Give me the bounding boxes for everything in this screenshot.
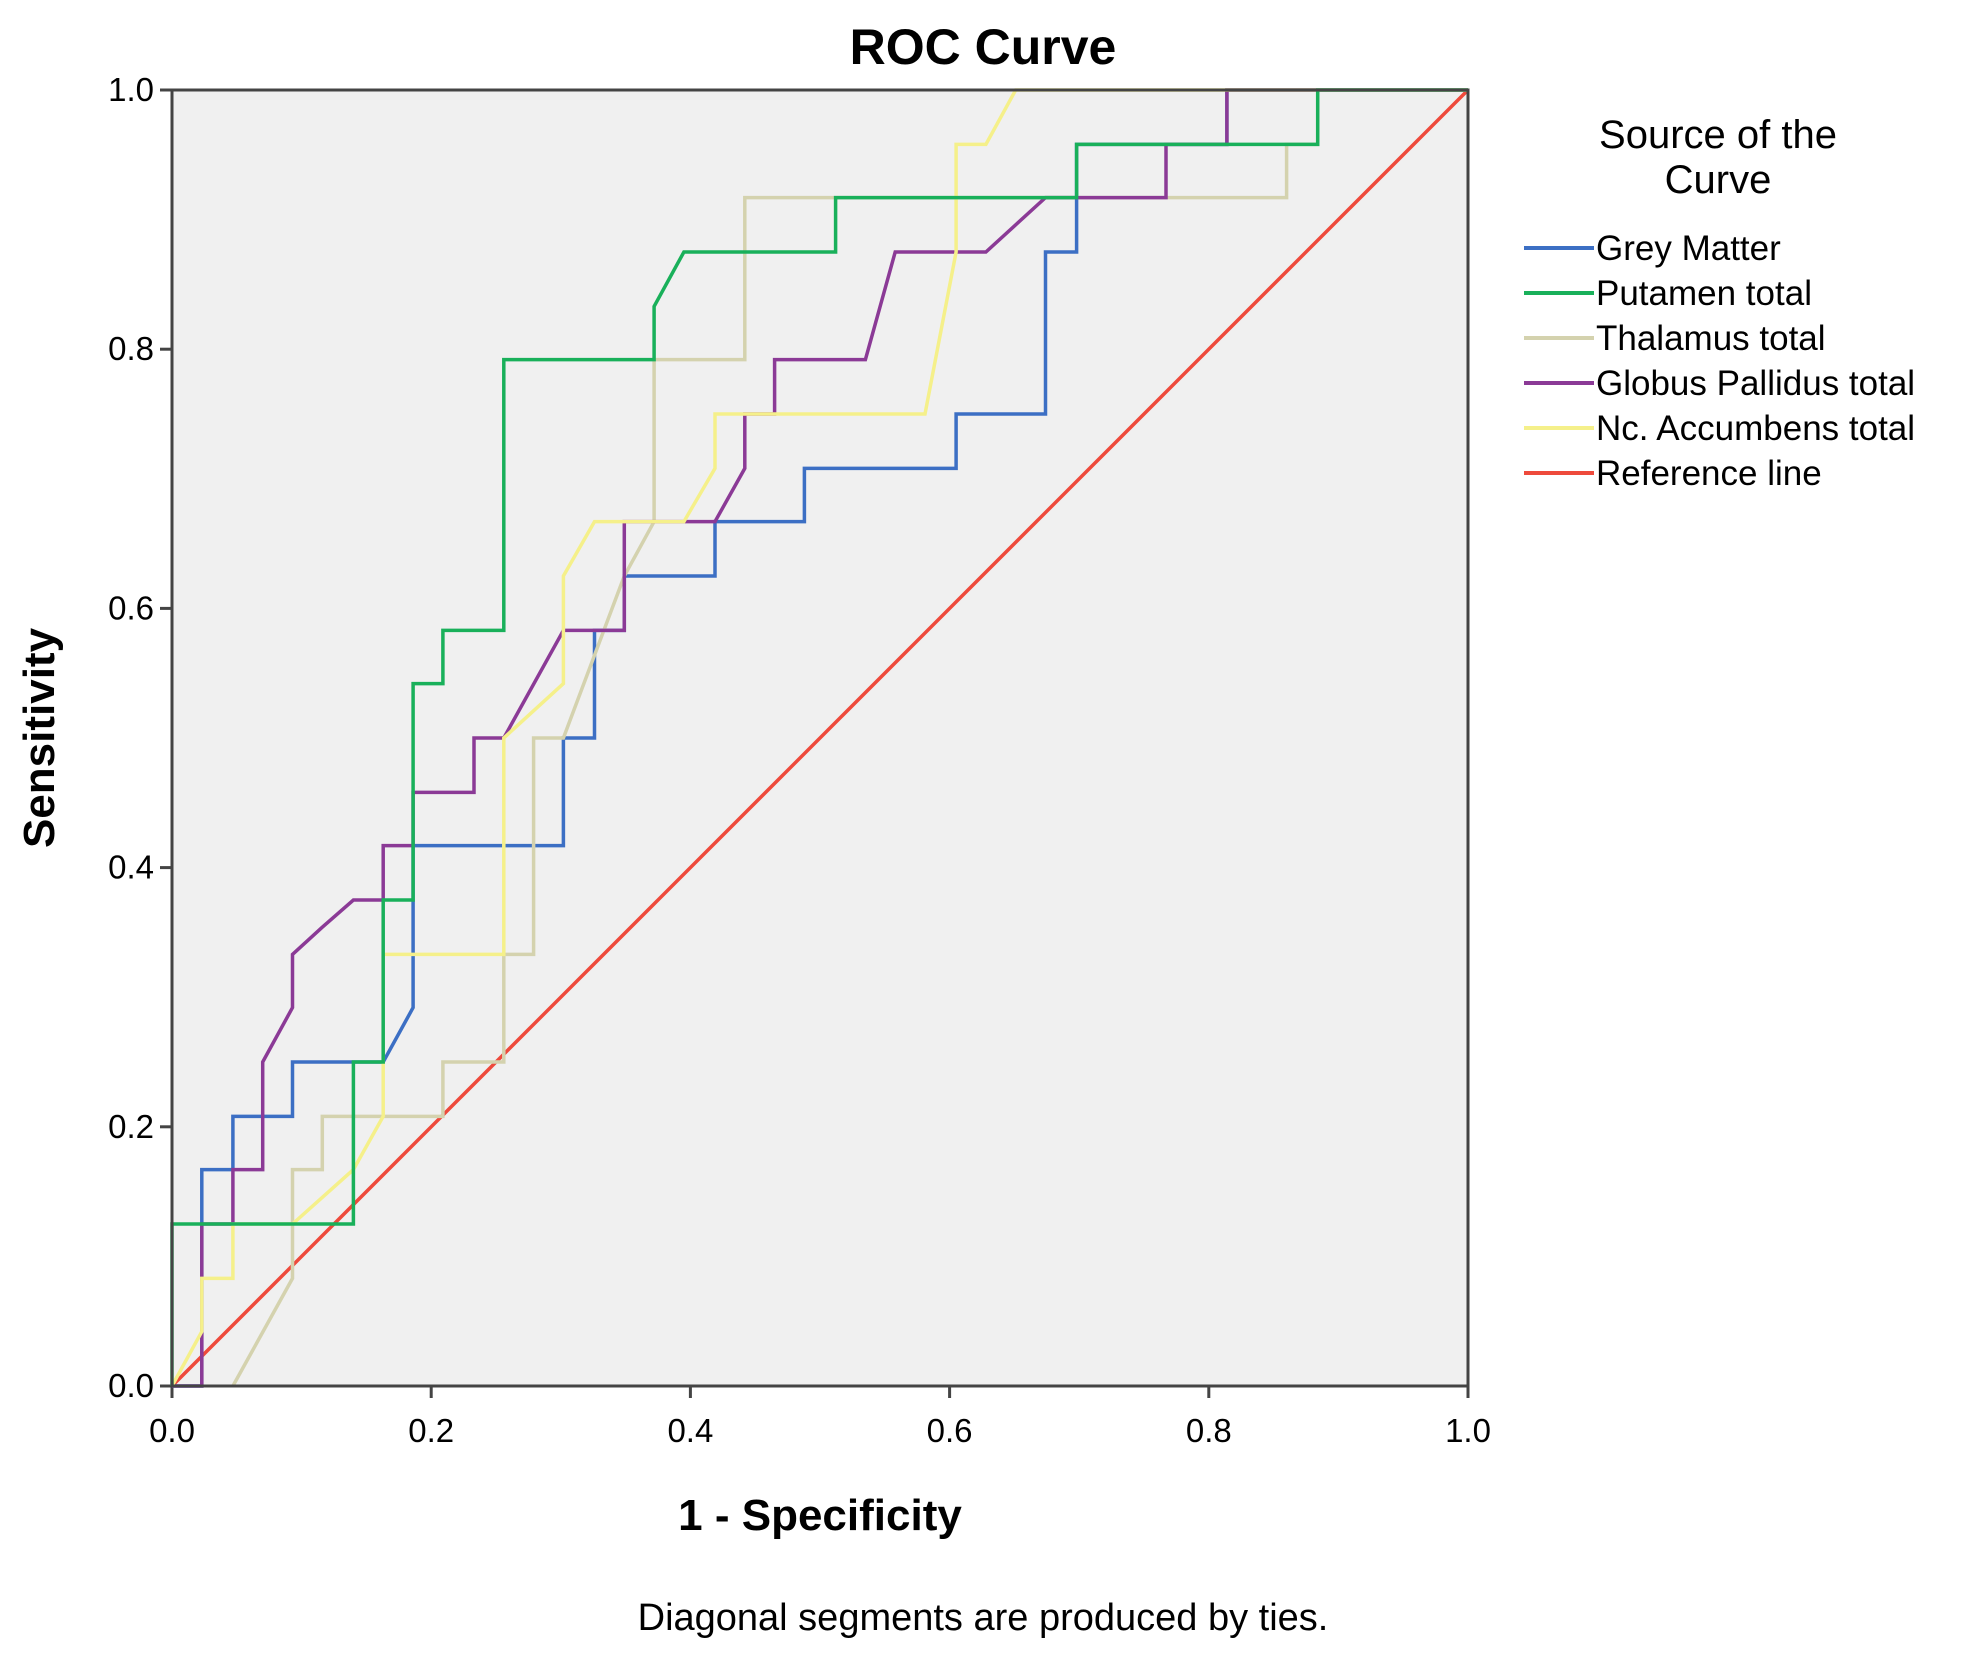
legend: Source of the Curve Grey Matter Putamen t…	[1524, 113, 1915, 493]
y-tick-label: 0.6	[108, 589, 154, 626]
footnote: Diagonal segments are produced by ties.	[638, 1597, 1329, 1639]
y-tick-label: 0.4	[108, 849, 154, 886]
legend-label-nc-accumbens-total: Nc. Accumbens total	[1596, 409, 1915, 448]
legend-label-reference-line: Reference line	[1596, 454, 1822, 493]
legend-label-globus-pallidus-total: Globus Pallidus total	[1596, 364, 1915, 403]
x-tick-label: 0.2	[408, 1412, 454, 1449]
chart-title: ROC Curve	[850, 19, 1117, 75]
x-tick-label: 0.4	[667, 1412, 713, 1449]
plot-border	[170, 88, 1470, 1388]
legend-title-line-2: Curve	[1665, 158, 1772, 202]
series-line-thalamus-total	[231, 88, 1468, 1387]
x-tick-label: 0.8	[1186, 1412, 1232, 1449]
x-tick-label: 0.0	[149, 1412, 195, 1449]
series-line-reference-line	[170, 88, 1470, 1388]
legend-label-grey-matter: Grey Matter	[1596, 229, 1781, 268]
legend-label-putamen-total: Putamen total	[1596, 274, 1812, 313]
x-tick-label: 1.0	[1445, 1412, 1491, 1449]
y-axis: 0.0 0.2 0.4 0.6 0.8 1.0	[108, 71, 172, 1404]
y-tick-label: 0.0	[108, 1367, 154, 1404]
y-axis-title: Sensitivity	[15, 627, 64, 848]
x-tick-label: 0.6	[927, 1412, 973, 1449]
series-layer	[170, 88, 1470, 1388]
series-line-putamen-total	[170, 88, 1468, 1386]
legend-title-line-1: Source of the	[1599, 113, 1837, 157]
y-tick-label: 1.0	[108, 71, 154, 108]
y-tick-label: 0.2	[108, 1108, 154, 1145]
y-tick-label: 0.8	[108, 330, 154, 367]
legend-label-thalamus-total: Thalamus total	[1596, 319, 1826, 358]
x-axis: 0.0 0.2 0.4 0.6 0.8 1.0	[149, 1386, 1491, 1449]
x-axis-title: 1 - Specificity	[678, 1491, 962, 1540]
series-line-nc-accumbens-total	[170, 88, 1468, 1387]
